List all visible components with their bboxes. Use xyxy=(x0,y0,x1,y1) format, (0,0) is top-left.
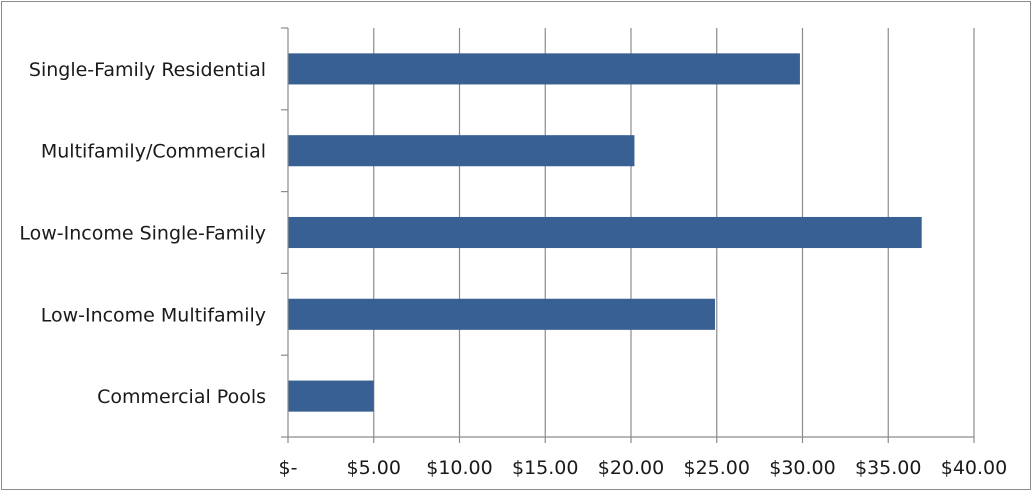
x-tick-label: $25.00 xyxy=(684,457,750,479)
labels: $- $5.00 $10.00 $15.00 $20.00 $25.00 $30.00 $35… xyxy=(19,59,1007,479)
bar-low-income-single-family xyxy=(288,216,922,249)
x-tick-label: $5.00 xyxy=(347,457,401,479)
bar-multifamily-commercial xyxy=(288,135,635,167)
bar-single-family-residential xyxy=(288,53,800,85)
x-tick-label: $40.00 xyxy=(941,457,1007,479)
bar-commercial-pools xyxy=(288,380,374,412)
x-tick-label: $20.00 xyxy=(598,457,664,479)
category-label: Low-Income Multifamily xyxy=(41,304,266,326)
bars xyxy=(288,53,922,412)
category-label: Low-Income Single-Family xyxy=(19,223,266,245)
category-label: Multifamily/Commercial xyxy=(41,141,266,163)
x-tick-label: $35.00 xyxy=(855,457,921,479)
x-tick-label: $- xyxy=(279,457,298,479)
x-tick-label: $10.00 xyxy=(426,457,492,479)
x-tick-label: $15.00 xyxy=(512,457,578,479)
category-label: Commercial Pools xyxy=(97,386,266,408)
category-label: Single-Family Residential xyxy=(29,59,266,81)
axes xyxy=(281,27,975,443)
bar-low-income-multifamily xyxy=(288,298,716,330)
x-tick-label: $30.00 xyxy=(769,457,835,479)
